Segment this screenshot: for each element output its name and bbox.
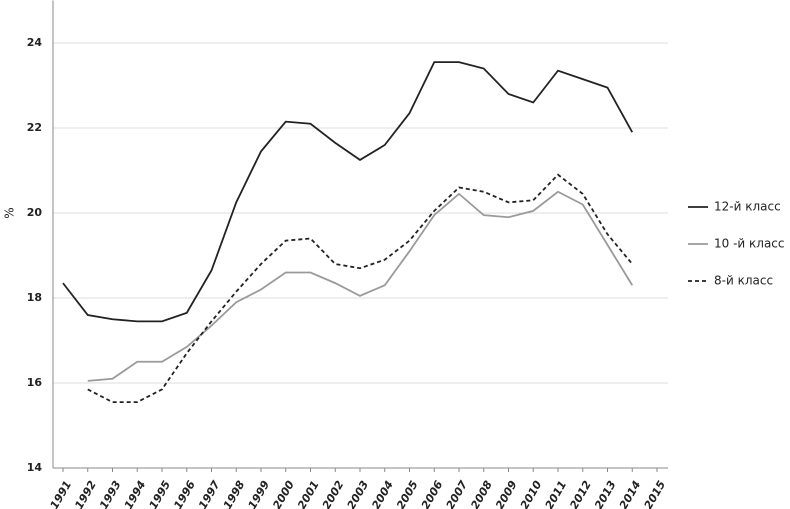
- x-tick-label: 1995: [147, 478, 174, 509]
- x-tick-label: 1996: [171, 478, 198, 509]
- x-tick-label: 1993: [97, 478, 124, 509]
- x-tick-label: 2013: [592, 478, 619, 509]
- x-tick-label: 2007: [444, 478, 471, 509]
- x-tick-label: 2011: [543, 479, 570, 509]
- series-line: [62, 61, 634, 323]
- y-axis-label: %: [3, 207, 17, 218]
- x-tick-label: 2010: [518, 478, 545, 509]
- x-tick-label: 2015: [642, 478, 669, 509]
- x-tick-label: 1991: [48, 479, 75, 509]
- x-tick-label: 2006: [419, 478, 446, 509]
- y-tick-label: 14: [27, 461, 43, 474]
- x-tick-label: 1997: [196, 478, 223, 509]
- x-tick-label: 2001: [295, 479, 322, 509]
- y-tick-label: 24: [27, 36, 43, 49]
- legend-label: 8-й класс: [714, 274, 773, 288]
- x-tick-label: 2004: [369, 479, 396, 509]
- series-line: [87, 190, 634, 382]
- y-tick-label: 16: [27, 376, 43, 389]
- series-line: [87, 173, 633, 404]
- x-tick-label: 2000: [270, 478, 297, 509]
- x-tick-label: 1999: [246, 478, 273, 509]
- x-tick-label: 1994: [122, 479, 149, 509]
- x-tick-label: 2008: [468, 478, 495, 509]
- legend-label: 10 -й класс: [714, 237, 785, 251]
- x-tick-label: 1992: [72, 478, 99, 509]
- y-tick-label: 18: [27, 291, 42, 304]
- x-tick-label: 2002: [320, 478, 347, 509]
- x-tick-label: 2012: [567, 478, 594, 509]
- legend-label: 12-й класс: [714, 200, 781, 214]
- x-tick-label: 2014: [617, 479, 644, 509]
- x-tick-label: 1998: [221, 478, 248, 509]
- x-tick-label: 2005: [394, 478, 421, 509]
- x-tick-label: 2003: [345, 478, 372, 509]
- y-tick-label: 20: [27, 206, 43, 219]
- x-tick-label: 2009: [493, 478, 520, 509]
- y-tick-label: 22: [27, 121, 42, 134]
